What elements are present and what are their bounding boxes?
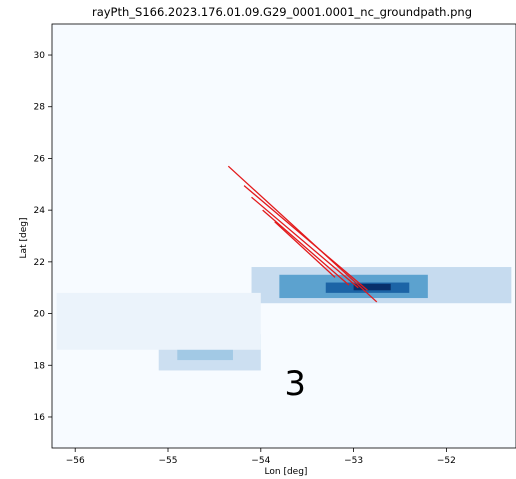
plot-frame	[51, 23, 516, 449]
x-axis-label: Lon [deg]	[265, 467, 308, 477]
x-tick-label: −52	[437, 456, 456, 466]
ray-path-line	[227, 165, 378, 303]
x-tick-label: −55	[159, 456, 178, 466]
ray-path-line	[262, 209, 350, 286]
y-tick-label: 30	[34, 51, 46, 61]
ray-path-line	[243, 185, 368, 291]
x-tick-label: −56	[66, 456, 85, 466]
chart-title: rayPth_S166.2023.176.01.09.G29_0001.0001…	[92, 5, 472, 19]
y-tick-label: 22	[34, 258, 45, 268]
plot-background	[52, 24, 516, 448]
heatmap-cell	[56, 292, 261, 350]
y-tick-label: 18	[34, 361, 46, 371]
ray-path-layer	[227, 165, 378, 303]
ray-path-line	[274, 221, 336, 278]
heatmap-cell	[353, 283, 391, 291]
plot-area	[52, 24, 516, 448]
x-tick-label: −54	[251, 456, 270, 466]
axes: −56 −55 −54 −53 −52 16 18 20 22 24 26 28 30	[34, 23, 516, 466]
y-tick-label: 16	[34, 413, 46, 423]
y-tick-label: 26	[34, 154, 46, 164]
y-axis-label: Lat [deg]	[19, 218, 29, 259]
y-tick-label: 20	[34, 310, 46, 320]
y-tick-label: 24	[34, 206, 46, 216]
y-tick-label: 28	[34, 103, 46, 113]
annotation-layer: 3	[284, 364, 306, 404]
x-tick-label: −53	[344, 456, 363, 466]
heatmap-layer	[56, 267, 512, 371]
annotation-label: 3	[284, 364, 306, 404]
ray-path-line	[251, 196, 359, 289]
